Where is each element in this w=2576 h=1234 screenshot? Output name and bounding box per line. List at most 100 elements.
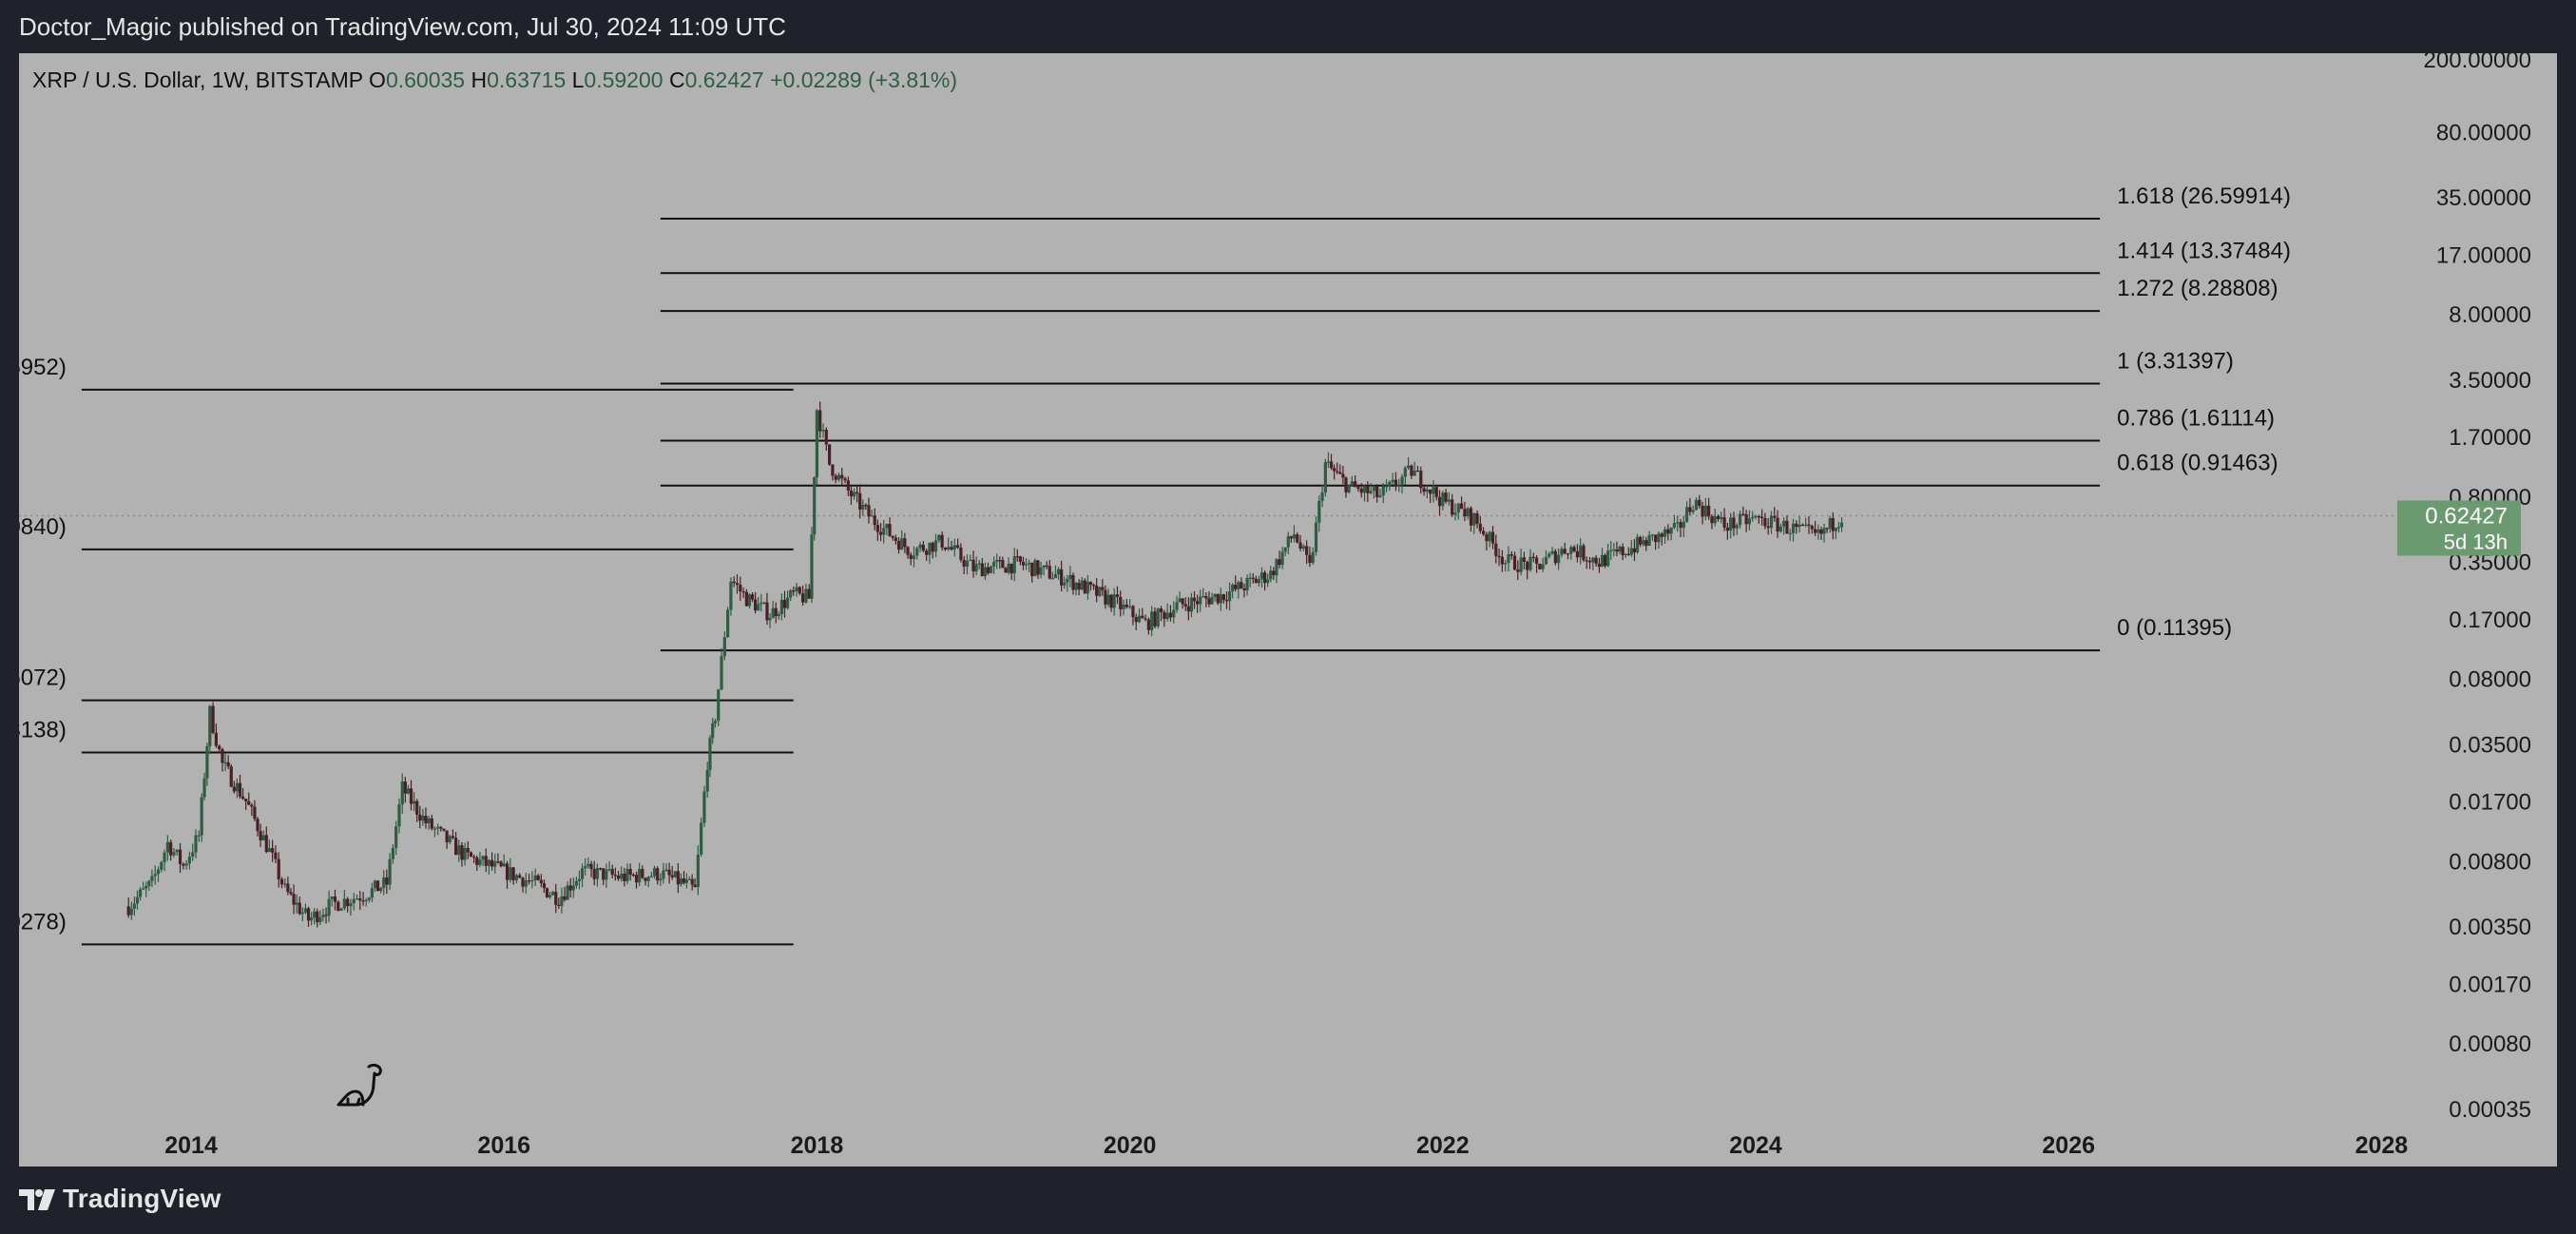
price-tick-label: 0.01700 (2449, 790, 2531, 816)
candle-body (457, 845, 461, 856)
candle-body (300, 912, 304, 915)
candle-body (1314, 522, 1318, 552)
candle-body (548, 895, 552, 897)
candle-body (1713, 515, 1717, 524)
candle-body (1068, 574, 1072, 579)
candle-body (527, 880, 531, 882)
candle-body (1707, 505, 1711, 517)
candle-body (652, 868, 657, 877)
candle-body (505, 863, 509, 880)
candle-body (1512, 555, 1517, 570)
candle-body (834, 475, 837, 480)
candle-body (1494, 543, 1498, 556)
candle-body (1694, 499, 1699, 511)
candle-body (1369, 491, 1373, 493)
candle-body (1112, 594, 1116, 608)
candle-body (903, 538, 907, 548)
candle-body (232, 786, 236, 792)
candle-body (896, 540, 901, 550)
candle-body (1384, 486, 1389, 488)
candle-body (178, 849, 183, 864)
candle-body (1691, 510, 1695, 512)
candle-body (1526, 561, 1529, 570)
candle-body (1776, 517, 1779, 532)
candle-body (1397, 485, 1401, 487)
candle-body (1388, 481, 1392, 487)
candle-body (992, 562, 996, 567)
time-tick-label: 2024 (1729, 1132, 1782, 1159)
candle-body (1504, 563, 1508, 565)
candle-body (971, 559, 975, 572)
candle-body (937, 534, 941, 541)
candle-body (1672, 523, 1677, 528)
candle-body (1283, 547, 1287, 552)
candle-body (1773, 515, 1777, 518)
candle-body (1813, 529, 1817, 533)
candle-body (747, 594, 752, 607)
candle-body (1682, 521, 1685, 529)
candle-body (147, 880, 151, 886)
candle-body (454, 838, 458, 856)
candle-body (708, 738, 712, 770)
candle-body (750, 594, 755, 600)
candle-body (757, 604, 760, 611)
price-chart[interactable]: XRP / U.S. Dollar, 1W, BITSTAMP O0.60035… (19, 53, 2557, 1167)
candle-body (1600, 554, 1605, 568)
candle-body (1251, 577, 1255, 579)
candle-body (1422, 488, 1426, 492)
candle-body (1231, 585, 1235, 592)
candle-body (554, 892, 558, 905)
candle-body (765, 602, 769, 621)
candle-body (1800, 524, 1804, 527)
candle-body (1766, 526, 1770, 529)
candle-body (1234, 585, 1238, 589)
candle-body (875, 525, 879, 532)
candle-body (1060, 569, 1064, 586)
candle-body (448, 836, 452, 842)
candle-body (607, 869, 611, 871)
candle-body (1338, 472, 1342, 474)
candle-body (424, 815, 428, 823)
candle-body (433, 828, 437, 830)
candle-body (888, 524, 892, 536)
candle-body (1716, 515, 1721, 520)
candle-body (1144, 618, 1147, 620)
candle-body (1626, 553, 1630, 555)
candle-body (1033, 560, 1037, 577)
candle-body (277, 858, 280, 879)
candle-body (638, 869, 642, 883)
candle-body (667, 869, 671, 876)
candle-body (1594, 557, 1598, 564)
candle-body (1359, 488, 1363, 493)
chart-panel[interactable]: XRP / U.S. Dollar, 1W, BITSTAMP O0.60035… (19, 53, 2557, 1167)
candle-body (1751, 516, 1755, 519)
candle-body (1227, 591, 1232, 602)
price-tick-label: 0.00035 (2449, 1097, 2531, 1123)
candle-body (1644, 540, 1648, 547)
candle-body (789, 590, 793, 598)
published-text: Doctor_Magic published on TradingView.co… (19, 12, 786, 41)
candle-body (1544, 556, 1548, 565)
candle-body (989, 566, 993, 573)
dinosaur-icon (336, 1063, 382, 1107)
candle-body (1822, 528, 1826, 534)
candle-body (586, 863, 590, 867)
candle-body (739, 585, 742, 592)
candle-body (986, 567, 990, 573)
candle-body (762, 602, 766, 604)
candle-body (1497, 555, 1501, 558)
candle-body (1660, 533, 1663, 537)
candle-body (1741, 513, 1745, 515)
candle-body (536, 875, 540, 880)
candle-body (481, 856, 485, 860)
candle-body (1347, 485, 1351, 492)
candle-body (980, 563, 984, 577)
candle-body (1615, 549, 1619, 552)
candle-body (1425, 489, 1429, 492)
candle-body (226, 762, 230, 767)
candle-body (1729, 517, 1733, 531)
candle-body (223, 762, 227, 764)
candle-body (1797, 524, 1801, 528)
candle-body (364, 899, 368, 901)
candle-body (1778, 526, 1782, 532)
